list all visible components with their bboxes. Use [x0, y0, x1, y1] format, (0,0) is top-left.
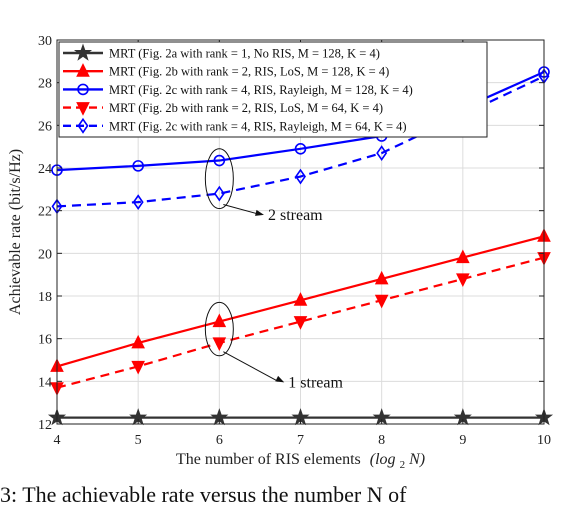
legend-marker [77, 83, 89, 96]
legend-label: MRT (Fig. 2b with rank = 2, RIS, LoS, M … [109, 65, 389, 79]
y-tick-label: 22 [38, 205, 52, 220]
data-point [132, 160, 144, 172]
annotation-2: 1 stream [204, 301, 343, 391]
x-tick-label: 6 [216, 433, 223, 448]
data-point [131, 334, 145, 349]
x-axis-label-math: (log [370, 451, 396, 468]
annotation-1: 2 stream [204, 148, 323, 224]
legend-label: MRT (Fig. 2c with rank = 4, RIS, Rayleig… [109, 83, 413, 97]
legend-entry: MRT (Fig. 2c with rank = 4, RIS, Rayleig… [63, 83, 413, 97]
data-point [132, 194, 144, 211]
y-tick-label: 26 [38, 119, 52, 134]
series-2 [50, 228, 551, 372]
x-axis-label-text: The number of RIS elements [176, 451, 361, 468]
data-point [212, 313, 227, 328]
data-point [293, 292, 308, 306]
x-axis-label-sub: 2 [400, 459, 406, 471]
legend-entry: MRT (Fig. 2b with rank = 2, RIS, LoS, M … [63, 63, 389, 79]
data-point [456, 273, 470, 288]
data-point [376, 145, 388, 161]
x-tick-label: 8 [378, 433, 385, 448]
series-4 [50, 252, 551, 396]
annotation-arrow [223, 351, 279, 382]
data-point [293, 316, 308, 330]
annotation-arrowhead [275, 375, 285, 383]
y-tick-label: 20 [38, 247, 52, 262]
data-point [374, 294, 389, 309]
x-tick-label: 5 [135, 433, 142, 448]
y-tick-label: 12 [38, 418, 52, 433]
annotation-label: 2 stream [268, 207, 323, 224]
annotation-ellipse [204, 301, 234, 357]
annotation-arrow [223, 204, 259, 215]
data-point [295, 168, 306, 185]
y-tick-label: 24 [38, 162, 52, 177]
y-axis-label: Achievable rate (bit/s/Hz) [7, 149, 24, 315]
x-tick-label: 9 [459, 433, 466, 448]
legend-marker [77, 117, 89, 134]
legend-entry: MRT (Fig. 2b with rank = 2, RIS, LoS, M … [63, 101, 383, 116]
y-tick-label: 14 [38, 375, 52, 390]
x-tick-label: 7 [297, 433, 304, 448]
data-point [456, 249, 470, 264]
legend-marker [76, 102, 90, 116]
x-axis-label: The number of RIS elements (log 2 N) [176, 451, 425, 472]
legend-label: MRT (Fig. 2c with rank = 4, RIS, Rayleig… [109, 119, 407, 133]
legend-label: MRT (Fig. 2a with rank = 1, No RIS, M = … [109, 47, 380, 61]
y-tick-label: 28 [38, 77, 52, 92]
y-tick-label: 18 [38, 290, 52, 305]
data-point [374, 270, 389, 285]
data-point [294, 143, 307, 155]
legend-marker [73, 43, 93, 61]
legend-entry: MRT (Fig. 2a with rank = 1, No RIS, M = … [63, 43, 380, 61]
x-tick-label: 4 [54, 433, 61, 448]
x-axis-label-math2: N) [408, 451, 425, 468]
data-point [213, 154, 226, 167]
y-tick-label: 16 [38, 333, 52, 348]
annotations: 2 stream 1 stream [204, 148, 343, 391]
annotation-arrowhead [255, 209, 264, 216]
legend: MRT (Fig. 2a with rank = 1, No RIS, M = … [58, 41, 488, 138]
legend-entry: MRT (Fig. 2c with rank = 4, RIS, Rayleig… [63, 117, 407, 134]
y-tick-label: 30 [38, 34, 52, 49]
data-point [212, 337, 227, 352]
data-point [213, 185, 225, 202]
figure-caption: 3: The achievable rate versus the number… [0, 482, 407, 507]
data-point [131, 360, 145, 375]
legend-marker [76, 63, 90, 77]
legend-box [58, 41, 488, 138]
x-tick-label: 10 [537, 433, 551, 448]
ticks: 12 14 16 18 20 22 24 26 28 30 4 5 6 7 8 9 10 [38, 34, 551, 448]
annotation-label: 1 stream [288, 374, 343, 391]
annotation-ellipse [204, 148, 234, 210]
legend-label: MRT (Fig. 2b with rank = 2, RIS, LoS, M … [109, 101, 383, 115]
